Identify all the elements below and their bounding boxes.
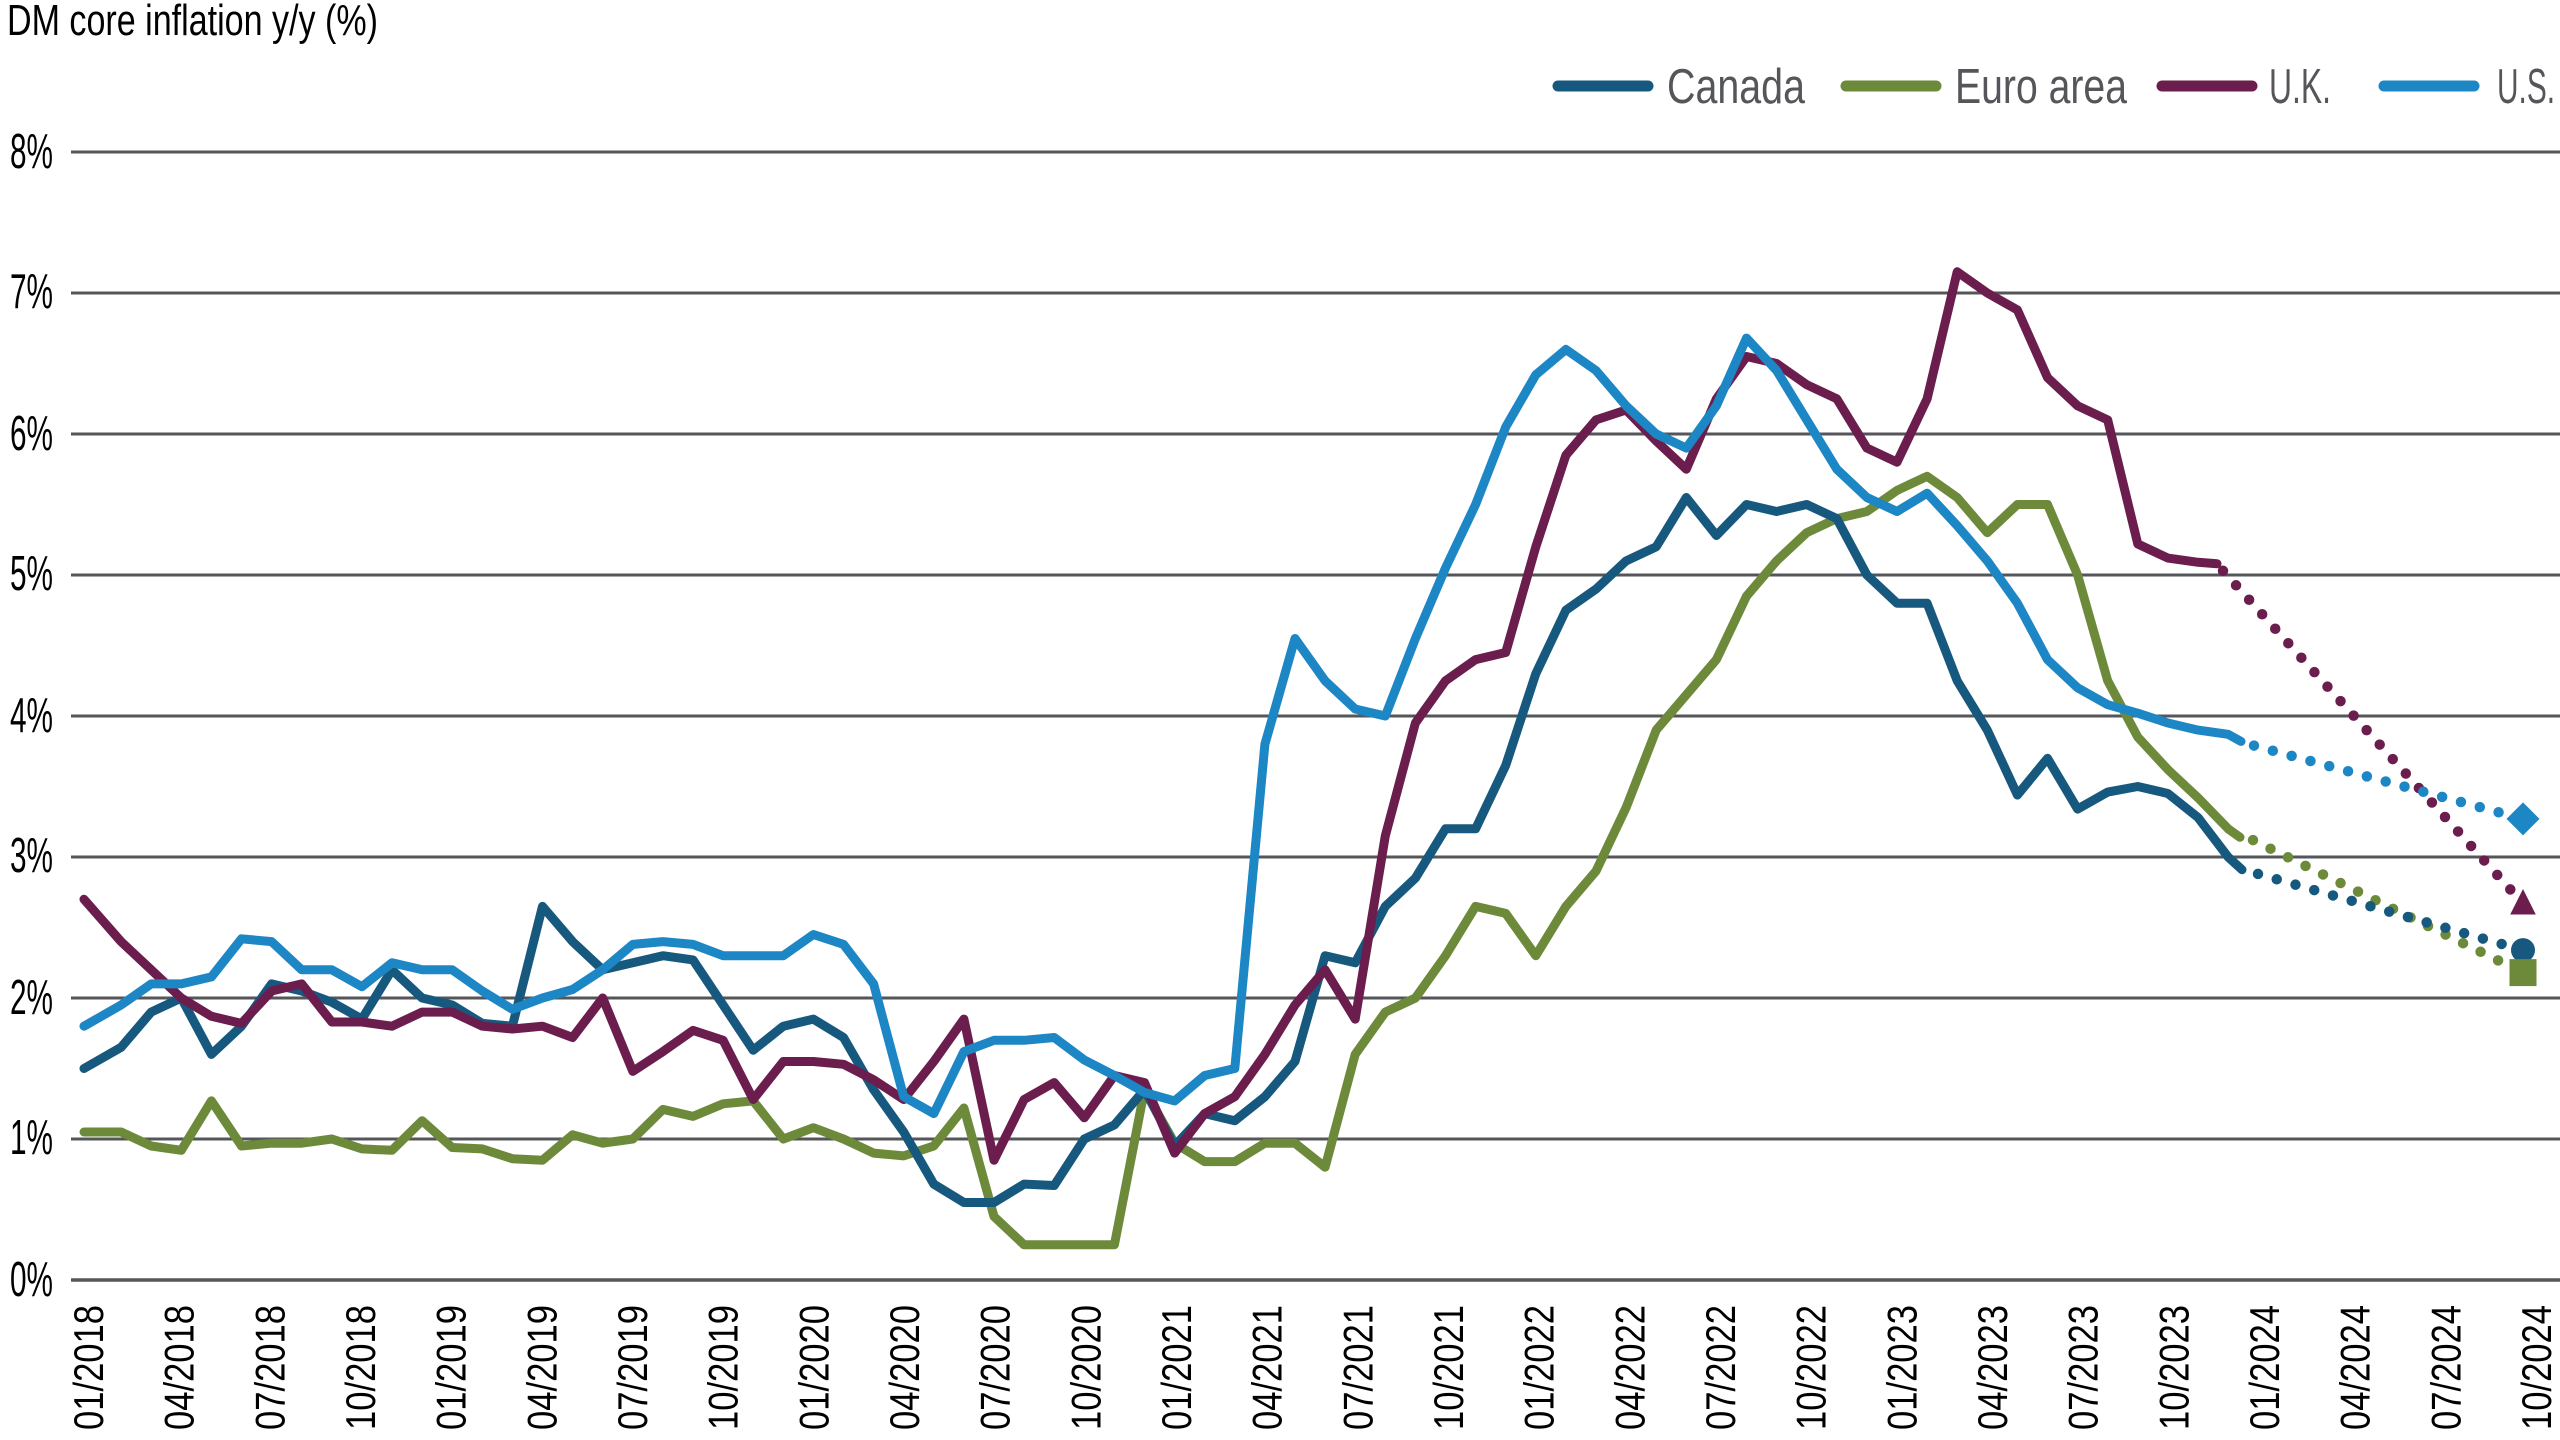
svg-text:U.S.: U.S. xyxy=(2497,60,2555,114)
svg-text:04/2022: 04/2022 xyxy=(1606,1305,1653,1430)
svg-text:07/2024: 07/2024 xyxy=(2422,1305,2469,1430)
svg-text:01/2019: 01/2019 xyxy=(428,1305,475,1430)
svg-text:07/2023: 07/2023 xyxy=(2060,1305,2107,1430)
svg-text:01/2020: 01/2020 xyxy=(790,1305,837,1430)
svg-text:10/2021: 10/2021 xyxy=(1425,1305,1472,1430)
svg-text:2%: 2% xyxy=(10,971,53,1025)
svg-text:0%: 0% xyxy=(10,1253,53,1307)
svg-text:6%: 6% xyxy=(10,407,53,461)
svg-text:5%: 5% xyxy=(10,547,53,601)
svg-text:Euro area: Euro area xyxy=(1955,60,2128,114)
svg-text:07/2018: 07/2018 xyxy=(246,1305,293,1430)
svg-text:10/2022: 10/2022 xyxy=(1788,1305,1835,1430)
svg-text:Canada: Canada xyxy=(1667,60,1806,114)
svg-text:01/2023: 01/2023 xyxy=(1878,1305,1925,1430)
svg-text:07/2020: 07/2020 xyxy=(972,1305,1019,1430)
svg-text:10/2023: 10/2023 xyxy=(2150,1305,2197,1430)
svg-text:04/2019: 04/2019 xyxy=(518,1305,565,1430)
svg-text:01/2024: 01/2024 xyxy=(2241,1305,2288,1430)
svg-text:04/2020: 04/2020 xyxy=(881,1305,928,1430)
svg-text:04/2024: 04/2024 xyxy=(2332,1305,2379,1430)
svg-text:07/2021: 07/2021 xyxy=(1334,1305,1381,1430)
svg-text:01/2022: 01/2022 xyxy=(1516,1305,1563,1430)
svg-text:10/2018: 10/2018 xyxy=(337,1305,384,1430)
svg-text:04/2021: 04/2021 xyxy=(1244,1305,1291,1430)
svg-text:U.K.: U.K. xyxy=(2269,60,2331,114)
svg-text:04/2023: 04/2023 xyxy=(1969,1305,2016,1430)
svg-text:04/2018: 04/2018 xyxy=(156,1305,203,1430)
svg-text:01/2021: 01/2021 xyxy=(1153,1305,1200,1430)
svg-text:8%: 8% xyxy=(10,125,53,179)
svg-text:07/2019: 07/2019 xyxy=(609,1305,656,1430)
svg-text:1%: 1% xyxy=(10,1111,53,1165)
svg-text:01/2018: 01/2018 xyxy=(65,1305,112,1430)
svg-text:7%: 7% xyxy=(10,265,53,319)
svg-text:3%: 3% xyxy=(10,829,53,883)
svg-text:10/2020: 10/2020 xyxy=(1062,1305,1109,1430)
svg-text:10/2019: 10/2019 xyxy=(700,1305,747,1430)
svg-text:07/2022: 07/2022 xyxy=(1697,1305,1744,1430)
svg-text:4%: 4% xyxy=(10,689,53,743)
svg-text:10/2024: 10/2024 xyxy=(2513,1305,2560,1430)
svg-text:DM core inflation y/y (%): DM core inflation y/y (%) xyxy=(7,0,378,45)
